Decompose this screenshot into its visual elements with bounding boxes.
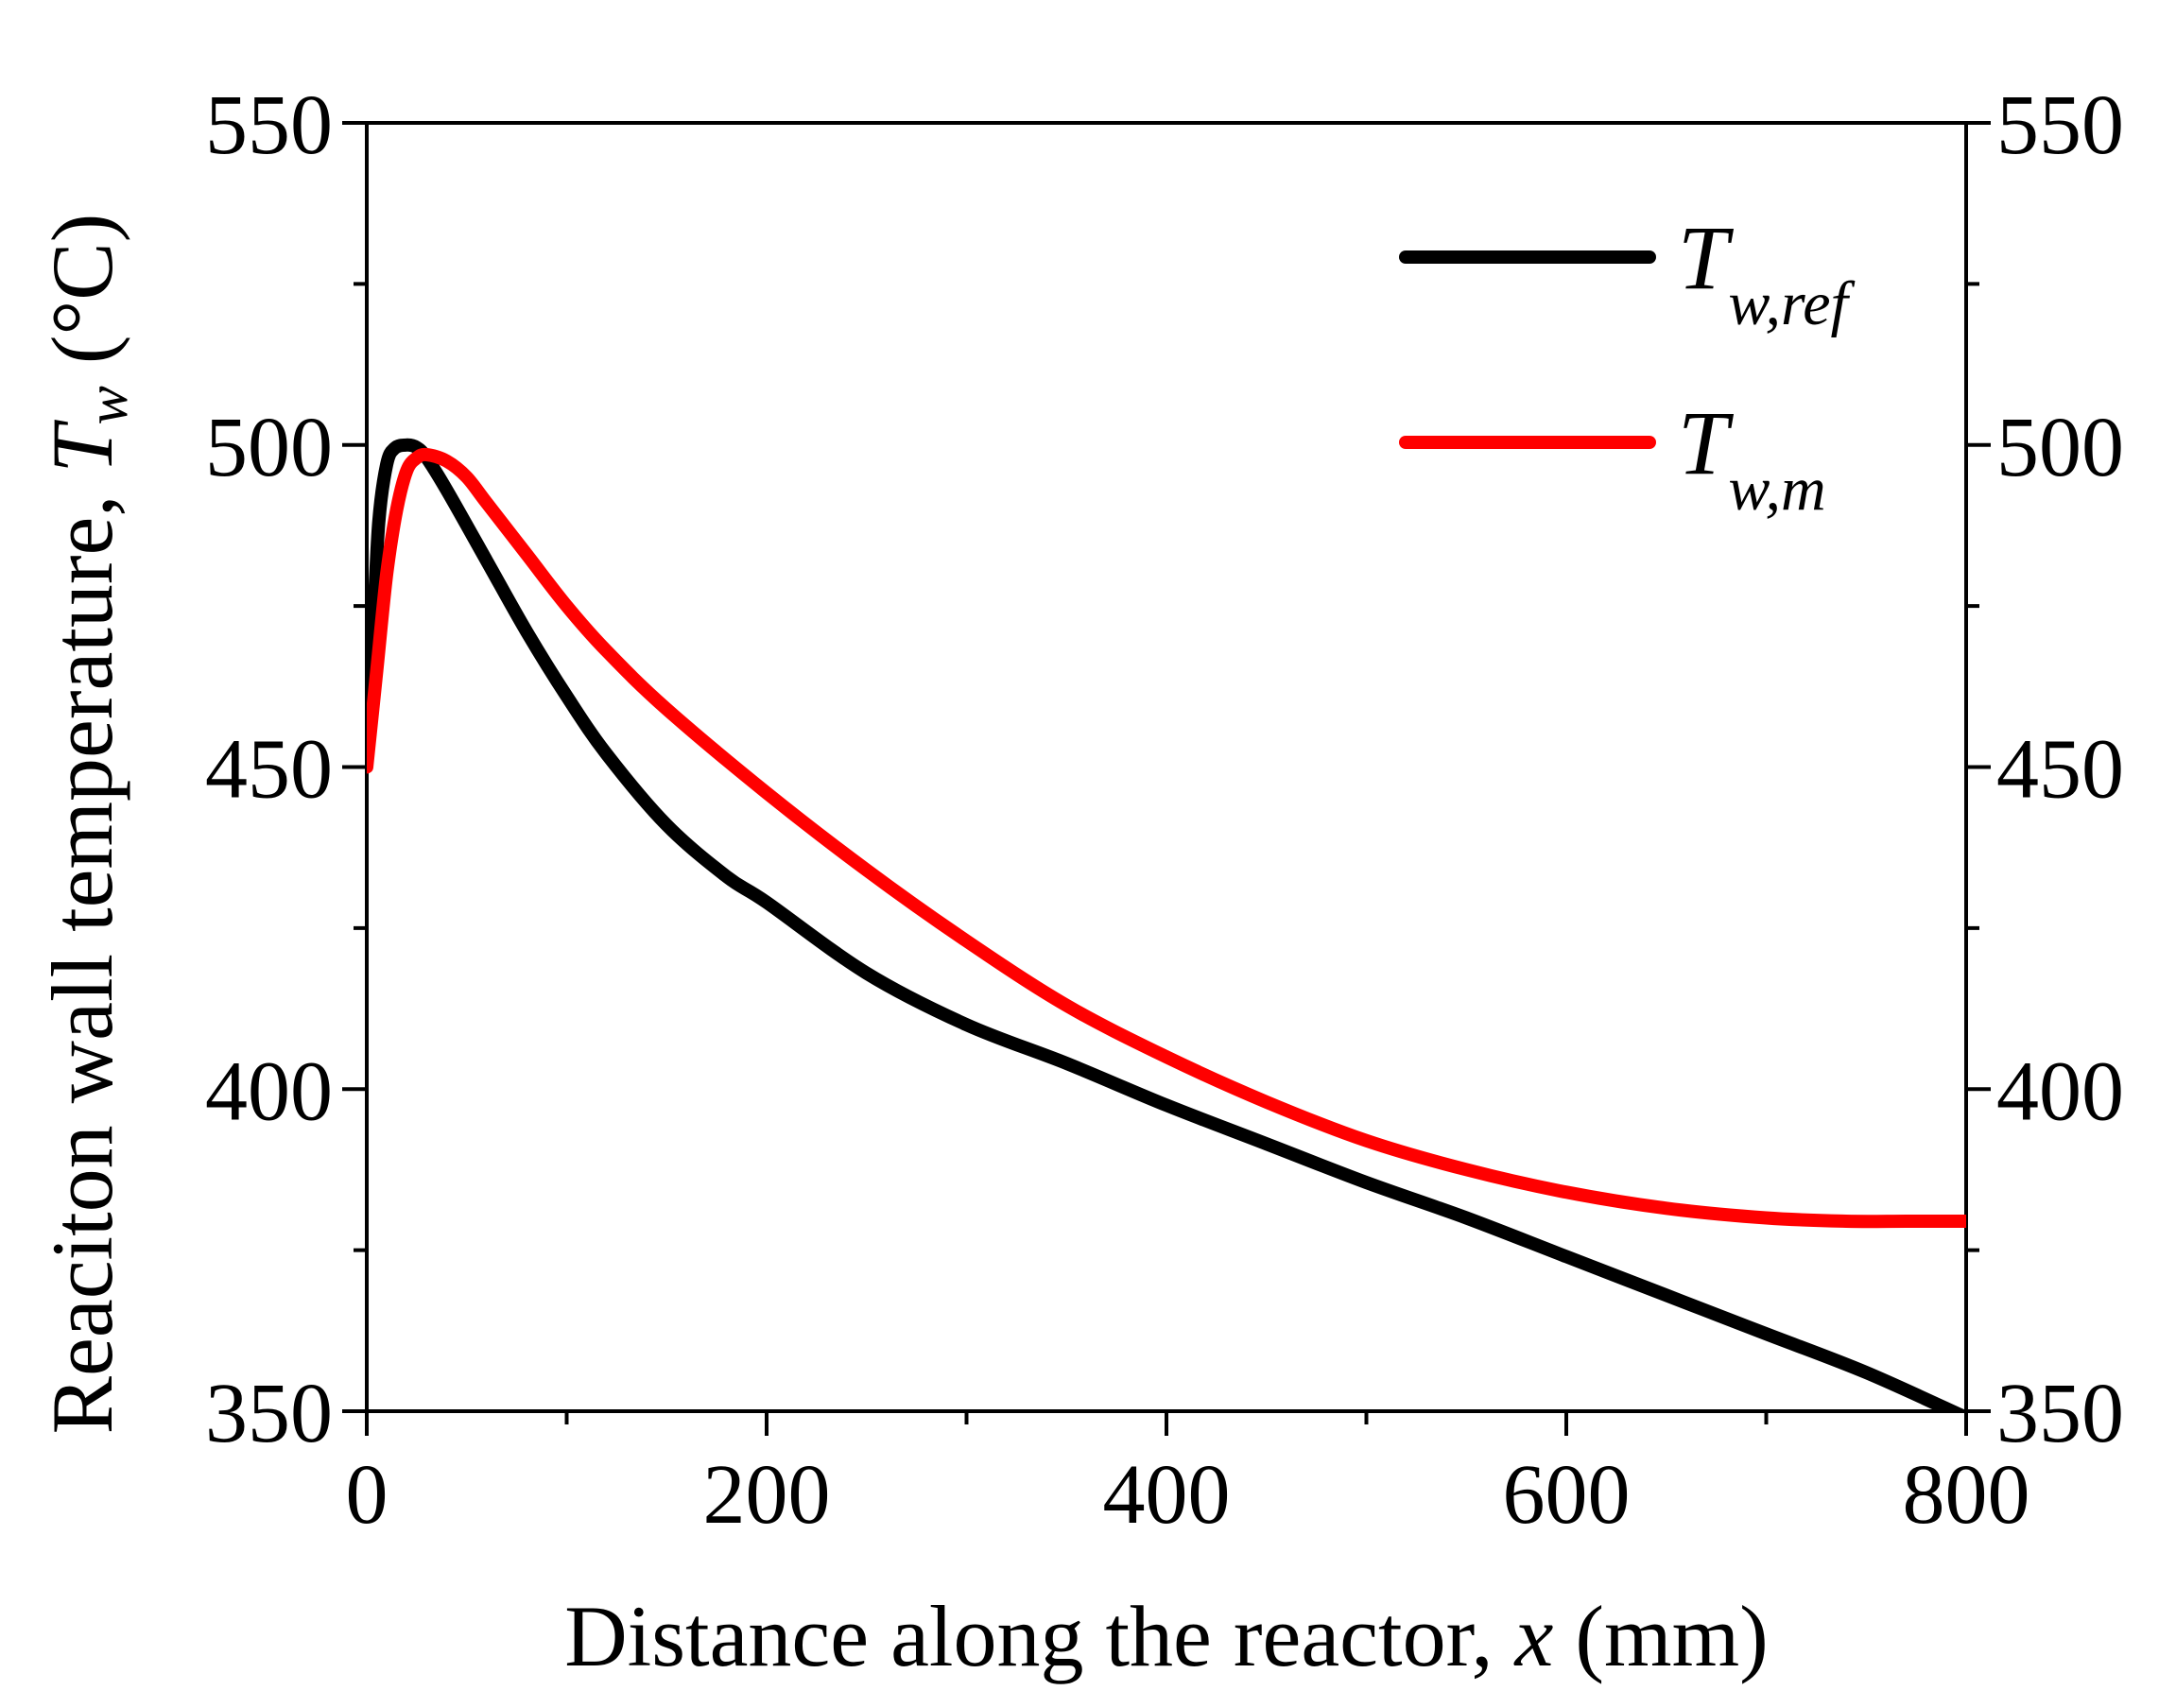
x-tick-label: 800 <box>1903 1448 2030 1542</box>
legend-label: Tw,m <box>1678 392 1826 524</box>
series-group <box>367 438 1966 1411</box>
x-axis-title-variable: x <box>1513 1588 1554 1684</box>
y-axis-title-subscript: w <box>76 386 140 424</box>
axis-ticks <box>342 121 1991 1436</box>
y-left-tick-label: 500 <box>205 401 333 494</box>
legend-label-subscript: w,ref <box>1728 269 1855 338</box>
y-left-tick-label: 400 <box>205 1044 333 1138</box>
legend-label-main: T <box>1678 207 1735 308</box>
x-axis-title-unit: (mm) <box>1553 1588 1768 1684</box>
y-right-tick-label: 550 <box>1996 78 2124 172</box>
legend-label-main: T <box>1678 392 1735 493</box>
y-axis-title-text: Reaciton wall temperature, <box>34 474 130 1435</box>
legend-label: Tw,ref <box>1678 207 1856 338</box>
x-axis-title: Distance along the reactor, x (mm) <box>564 1588 1769 1684</box>
x-tick-label: 600 <box>1503 1448 1631 1542</box>
y-right-tick-label: 350 <box>1996 1367 2124 1460</box>
y-left-tick-label: 350 <box>205 1367 333 1460</box>
x-axis-title-text: Distance along the reactor, <box>564 1588 1514 1684</box>
series-line-tw-ref <box>367 438 1966 1411</box>
legend-label-subscript: w,m <box>1728 455 1825 524</box>
y-left-tick-label: 450 <box>205 723 333 817</box>
x-tick-label: 200 <box>703 1448 831 1542</box>
y-axis-title-variable: T <box>34 420 130 474</box>
x-tick-label: 0 <box>346 1448 389 1542</box>
y-right-tick-label: 400 <box>1996 1044 2124 1138</box>
y-right-tick-label: 450 <box>1996 723 2124 817</box>
y-left-tick-label: 550 <box>205 78 333 172</box>
y-axis-title-unit: (°C) <box>34 214 130 386</box>
x-tick-label: 400 <box>1103 1448 1231 1542</box>
series-line-tw-m <box>367 447 1966 1229</box>
y-axis-title: Reaciton wall temperature, Tw (°C) <box>34 214 140 1435</box>
y-right-tick-label: 500 <box>1996 401 2124 494</box>
